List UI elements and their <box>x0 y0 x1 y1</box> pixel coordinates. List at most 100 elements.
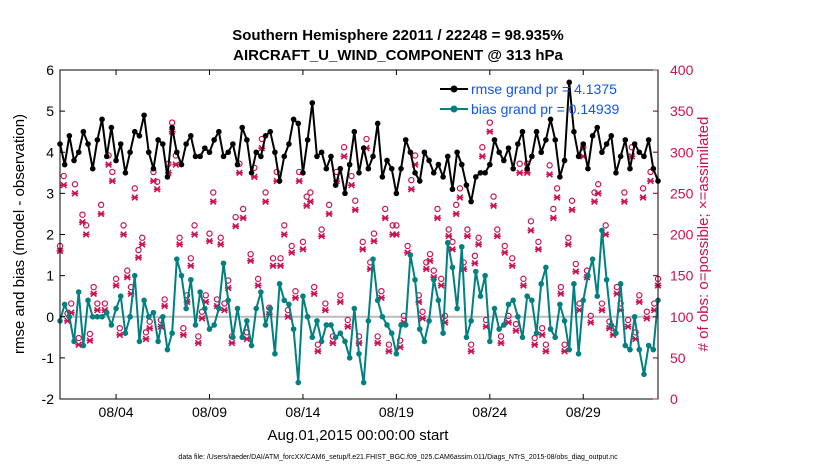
bias-point <box>202 305 208 312</box>
bias-point <box>197 289 203 295</box>
assimilated-count-point <box>587 319 595 326</box>
y-axis-right-label: # of obs: o=possible; ×=assimilated <box>695 117 712 352</box>
bias-point <box>141 297 147 304</box>
possible-count-point <box>411 152 419 159</box>
bias-point <box>585 272 591 279</box>
possible-count-point <box>381 205 389 213</box>
possible-count-point <box>565 234 572 241</box>
rmse-point <box>155 137 161 143</box>
assimilated-count-point <box>445 232 453 240</box>
assimilated-count-point <box>505 319 512 326</box>
possible-count-point <box>254 275 262 283</box>
bias-point <box>622 342 629 349</box>
rmse-point <box>384 157 390 164</box>
bias-point <box>468 318 474 324</box>
bias-point <box>501 322 507 328</box>
rmse-point <box>304 137 311 143</box>
bias-point <box>122 330 129 337</box>
possible-count-point <box>479 144 486 151</box>
possible-count-point <box>71 181 79 188</box>
x-tick-label: 08/14 <box>285 404 320 420</box>
bias-point <box>211 322 217 328</box>
bias-point <box>183 305 189 312</box>
y-right-tick-label: 200 <box>670 227 694 243</box>
possible-count-point <box>385 341 393 348</box>
assimilated-count-point <box>269 262 277 270</box>
possible-count-point <box>116 325 124 332</box>
possible-count-point <box>497 333 505 340</box>
bias-point <box>557 301 563 308</box>
bias-point <box>599 227 605 234</box>
assimilated-count-point <box>176 241 183 248</box>
series-markers <box>57 79 661 386</box>
rmse-point <box>89 165 96 172</box>
bias-point <box>323 322 330 328</box>
legend-rmse-marker <box>450 85 458 93</box>
possible-count-point <box>501 242 508 250</box>
assimilated-count-point <box>407 185 415 193</box>
assimilated-count-point <box>572 268 580 275</box>
possible-count-point <box>217 234 224 241</box>
assimilated-count-point <box>471 259 479 267</box>
possible-count-point <box>598 300 606 307</box>
bias-point <box>258 289 264 295</box>
assimilated-count-point <box>639 194 647 201</box>
assimilated-count-point <box>105 161 112 168</box>
bias-point <box>300 293 306 299</box>
assimilated-count-point <box>493 232 501 240</box>
bias-point <box>627 346 633 353</box>
possible-count-point <box>247 250 254 258</box>
bias-point <box>580 297 587 304</box>
bias-point <box>543 264 549 271</box>
rmse-point <box>164 174 171 180</box>
bias-point <box>435 297 442 304</box>
bias-point <box>206 326 213 332</box>
assimilated-count-point <box>123 273 131 281</box>
y-tick-label: 1 <box>46 268 54 284</box>
possible-count-point <box>516 160 523 167</box>
possible-count-point <box>467 341 475 348</box>
possible-count-point <box>561 341 568 348</box>
possible-count-point <box>239 205 247 213</box>
bias-point <box>127 313 133 320</box>
rmse-point <box>141 112 147 119</box>
rmse-point <box>188 133 194 139</box>
right-y-axis: 0 50 100 150 200 250 300 350 400 <box>653 62 694 407</box>
rmse-point <box>145 149 152 156</box>
rmse-point <box>85 141 91 147</box>
rmse-point <box>444 153 451 160</box>
possible-count-point <box>82 222 90 229</box>
rmse-point <box>258 153 264 160</box>
rmse-point <box>337 165 344 172</box>
rmse-point <box>206 149 213 156</box>
rmse-point <box>127 149 133 156</box>
assimilated-count-point <box>434 214 441 222</box>
rmse-point <box>286 141 292 147</box>
assimilated-count-point <box>647 177 654 185</box>
obs-count-markers <box>56 119 662 355</box>
possible-count-point <box>542 341 550 348</box>
rmse-point <box>239 124 246 131</box>
rmse-point <box>328 153 334 160</box>
bias-point <box>136 338 143 345</box>
assimilated-count-point <box>161 302 169 310</box>
rmse-point <box>388 165 395 172</box>
bias-point <box>384 322 390 328</box>
possible-count-point <box>538 325 546 332</box>
rmse-point <box>650 165 657 172</box>
rmse-point <box>435 161 442 168</box>
possible-count-point <box>408 176 415 184</box>
assimilated-count-point <box>370 237 378 245</box>
y-right-tick-label: 150 <box>670 268 694 284</box>
assimilated-count-point <box>523 169 531 177</box>
possible-count-point <box>318 226 325 233</box>
assimilated-count-point <box>221 306 228 314</box>
assimilated-count-point <box>131 194 139 201</box>
x-tick-label: 08/24 <box>472 404 507 420</box>
rmse-point <box>183 141 189 147</box>
bias-point <box>188 276 194 283</box>
legend-rmse-label: rmse grand pr = 4.1375 <box>471 81 617 97</box>
possible-count-point <box>486 119 494 126</box>
possible-count-point <box>269 255 277 262</box>
assimilated-count-point <box>598 306 606 314</box>
